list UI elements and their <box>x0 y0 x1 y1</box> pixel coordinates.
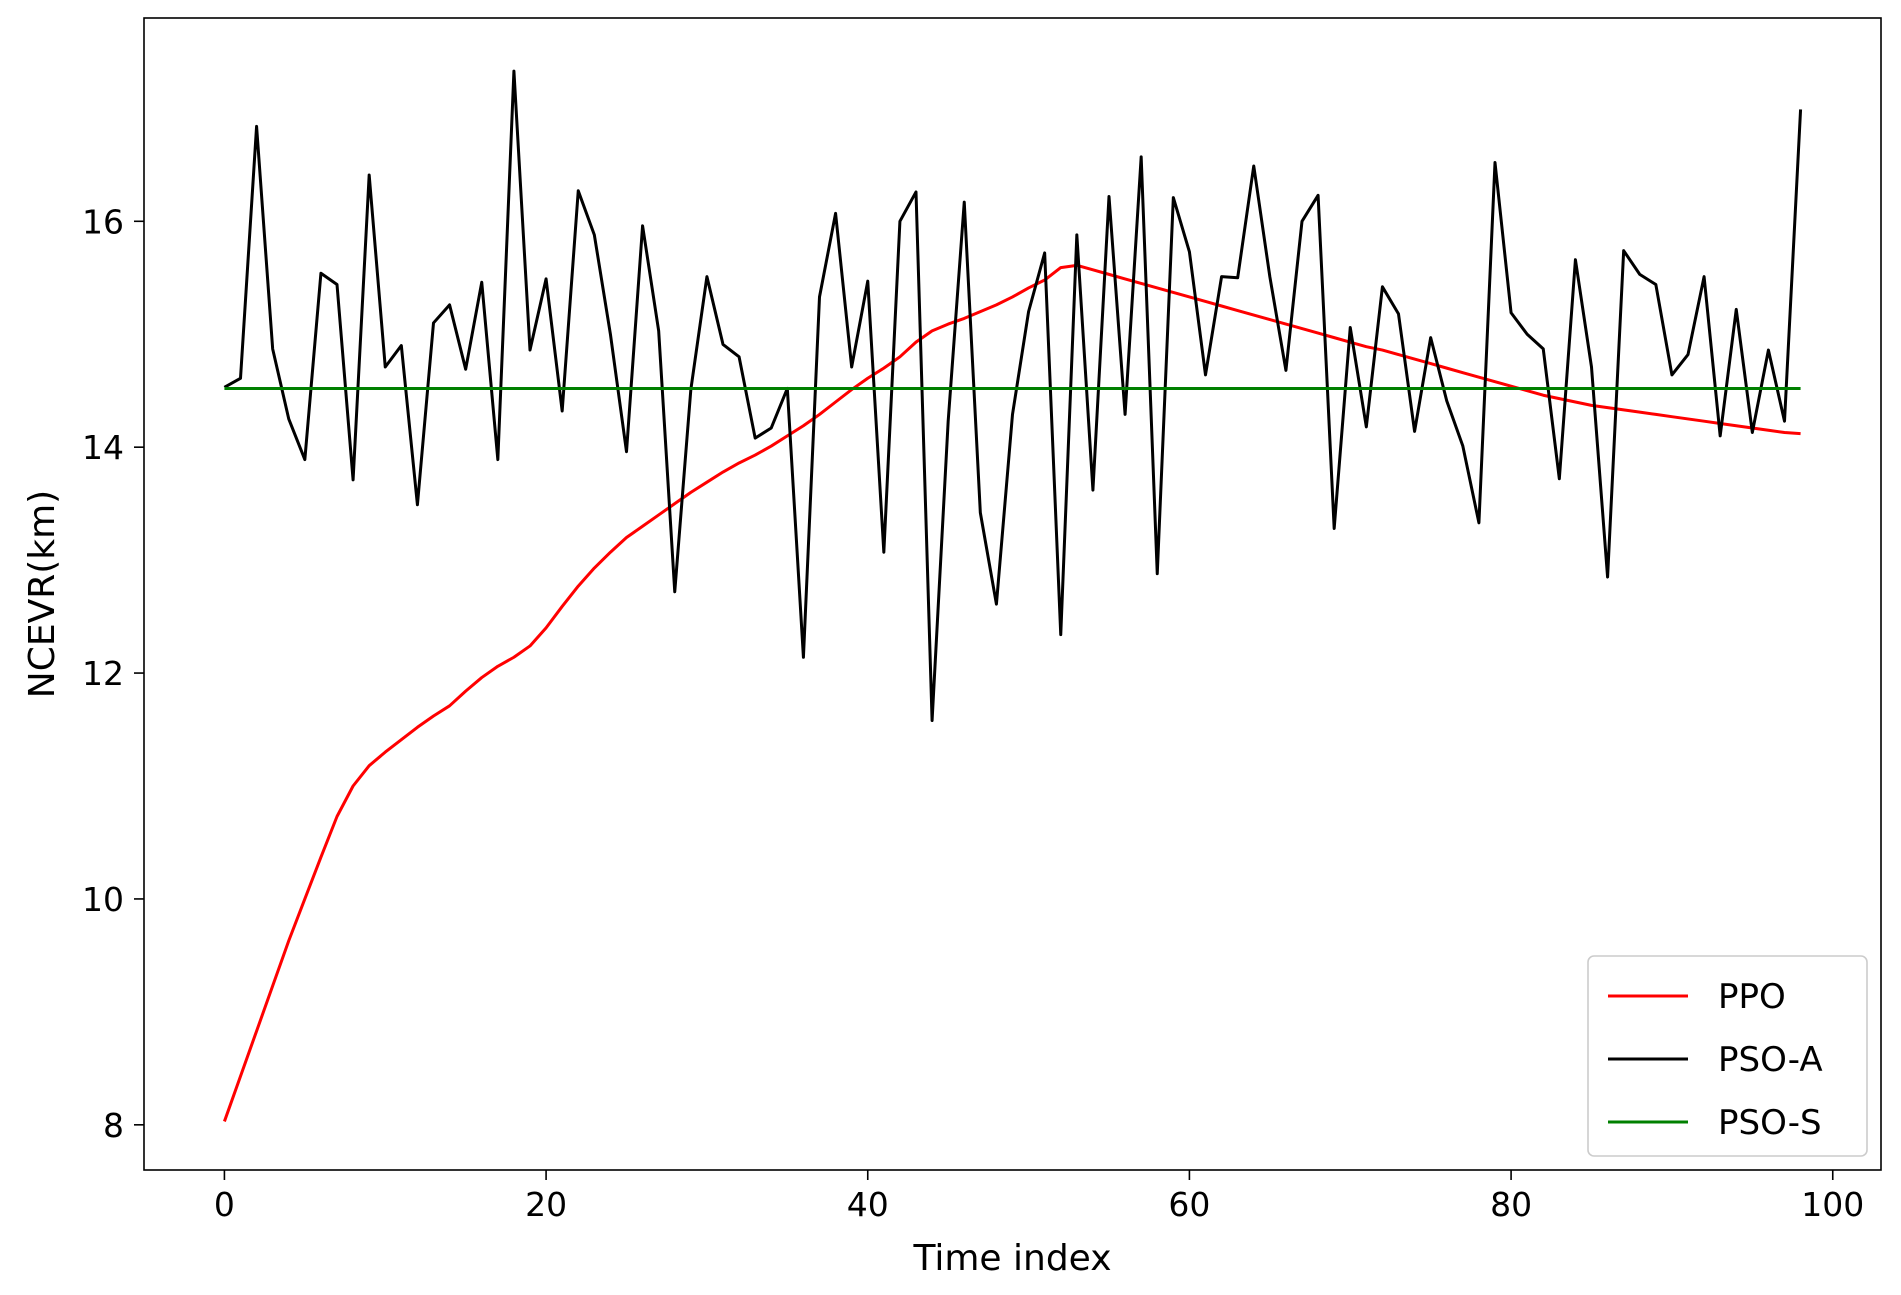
legend-box <box>1587 955 1868 1157</box>
legend: PPO PSO-A PSO-S <box>1587 955 1868 1157</box>
x-tick-label: 100 <box>1801 1185 1864 1224</box>
y-tick-label: 12 <box>82 654 124 693</box>
x-axis-label: Time index <box>912 1238 1111 1279</box>
legend-label-pso-s: PSO-S <box>1718 1103 1822 1143</box>
series-line-ppo <box>223 263 1801 1122</box>
x-tick-label: 60 <box>1168 1185 1210 1224</box>
plot-frame <box>143 17 1882 1171</box>
series-line-pso-a <box>223 69 1803 722</box>
y-axis-ticks: 8 10 12 14 16 <box>82 202 144 1145</box>
legend-label-ppo: PPO <box>1718 977 1786 1017</box>
x-tick-label: 0 <box>214 1185 235 1224</box>
x-axis-ticks: 0 20 40 60 80 100 <box>214 1170 1864 1224</box>
y-tick-label: 14 <box>82 428 124 467</box>
series-layer <box>223 69 1803 1122</box>
x-tick-label: 40 <box>847 1185 889 1224</box>
legend-label-pso-a: PSO-A <box>1718 1040 1823 1080</box>
x-tick-label: 80 <box>1490 1185 1532 1224</box>
x-tick-label: 20 <box>525 1185 567 1224</box>
y-tick-label: 10 <box>82 880 124 919</box>
y-tick-label: 16 <box>82 202 124 241</box>
y-axis-label: NCEVR(km) <box>22 490 63 698</box>
y-tick-label: 8 <box>103 1106 124 1145</box>
